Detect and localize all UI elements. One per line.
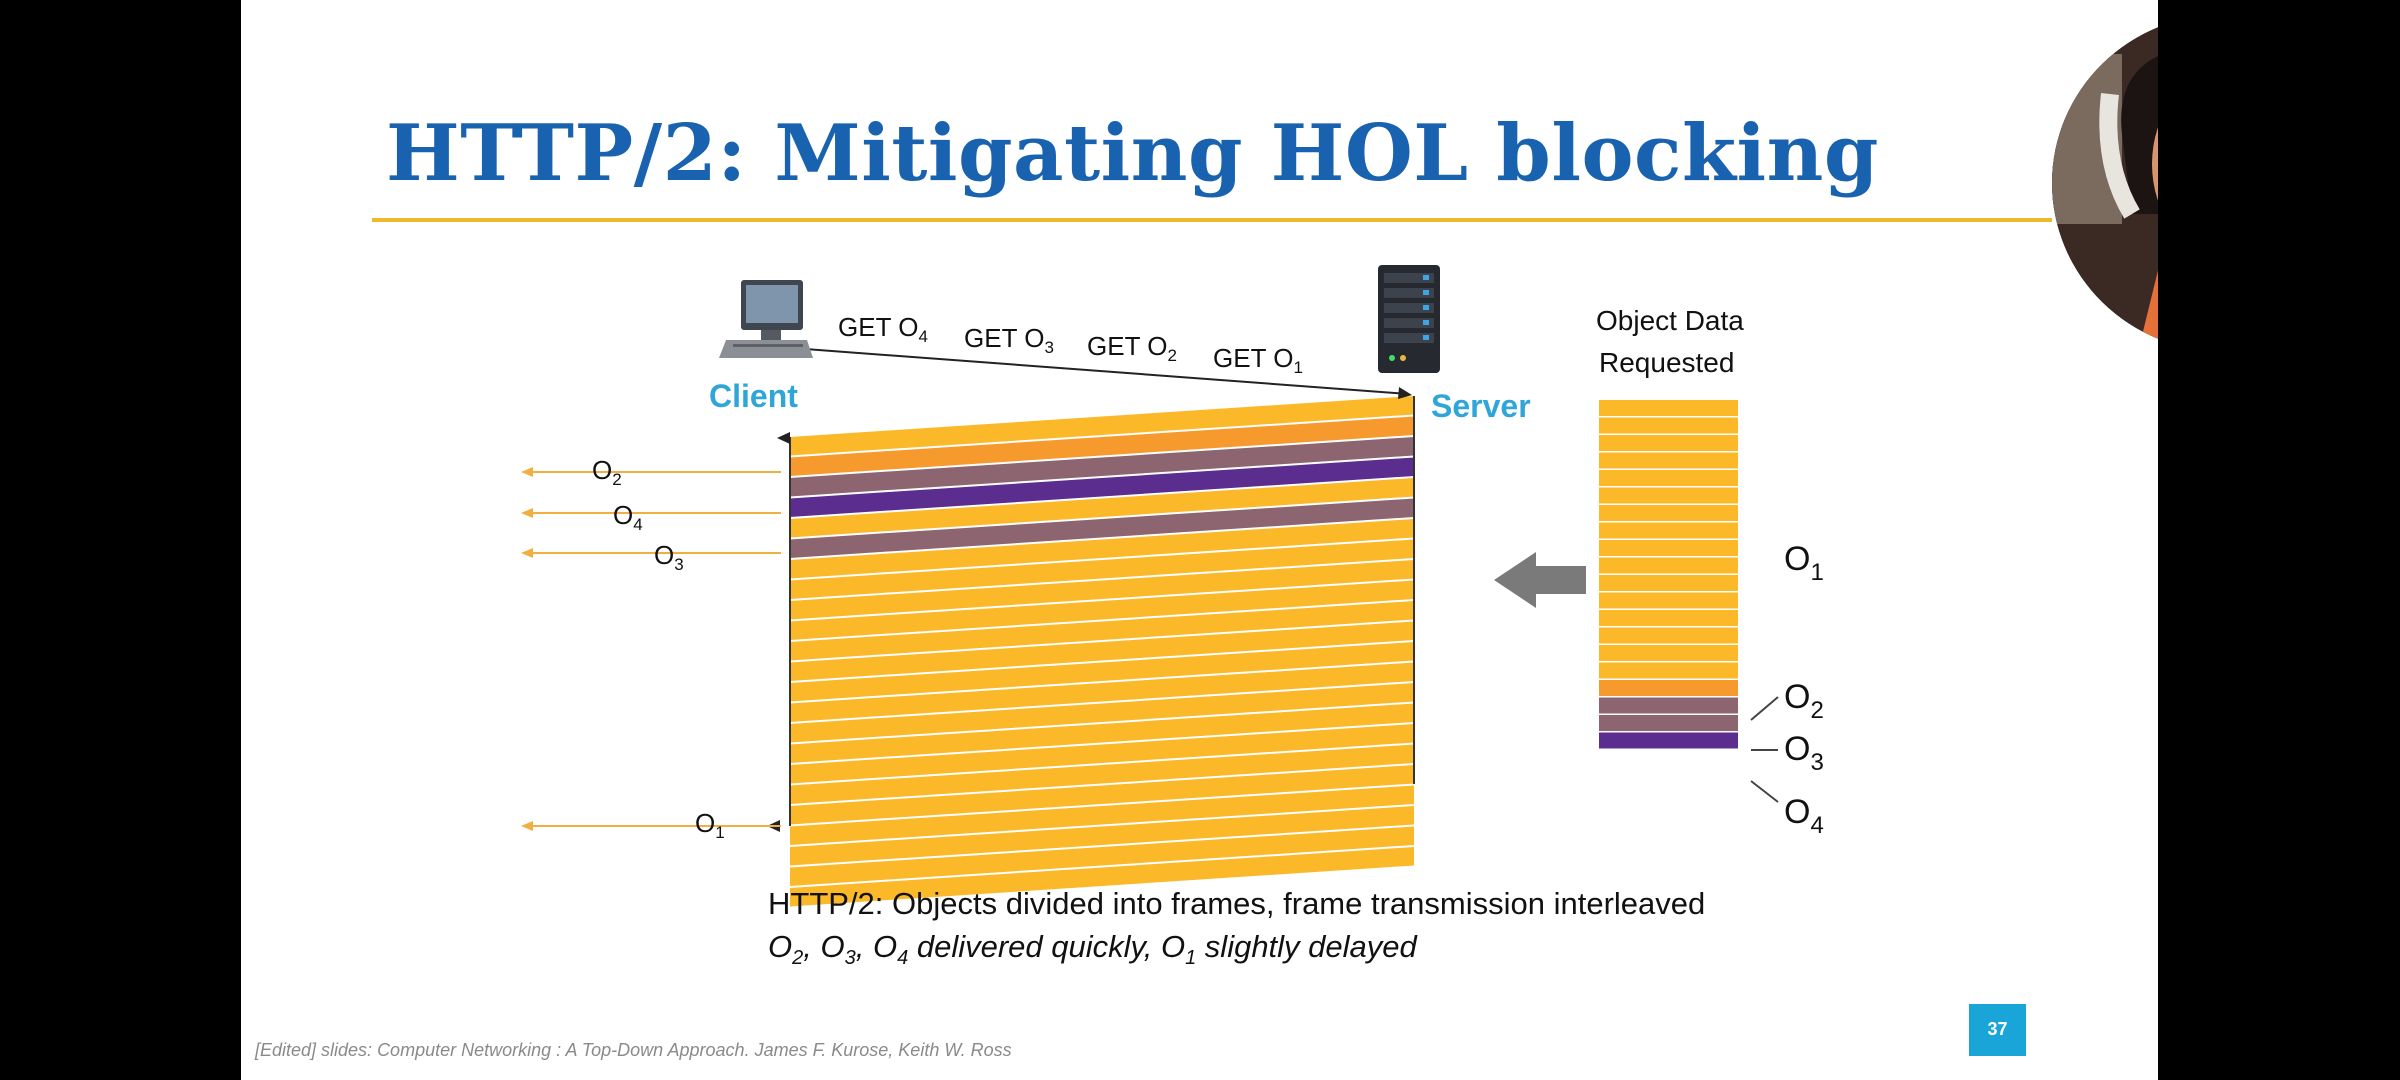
object-frame xyxy=(1599,627,1738,644)
object-frame xyxy=(1599,522,1738,539)
presenter-webcam xyxy=(2052,14,2158,352)
object-leader-line xyxy=(1750,696,1779,721)
object-data-heading: Object Data xyxy=(1596,305,1744,336)
presenter-portrait xyxy=(2052,14,2158,352)
frame-stripe xyxy=(790,806,1414,866)
object-frame xyxy=(1599,452,1738,469)
delivered-label: O2 xyxy=(592,455,622,489)
object-frame xyxy=(1599,732,1738,749)
object-frame xyxy=(1599,487,1738,504)
server-tower-icon xyxy=(1378,265,1440,373)
slide-title: HTTP/2: Mitigating HOL blocking xyxy=(386,108,1879,199)
object-frame xyxy=(1599,505,1738,521)
object-frame xyxy=(1599,575,1738,591)
object-frame xyxy=(1599,680,1738,696)
delivery-arrowhead xyxy=(521,467,533,477)
left-arrow-icon xyxy=(1494,552,1586,608)
frame-stripe xyxy=(790,539,1414,599)
object-frame xyxy=(1599,540,1738,556)
frame-stripe xyxy=(790,396,1414,456)
object-frame xyxy=(1599,417,1738,434)
delivery-arrowhead xyxy=(521,548,533,558)
object-label: O3 xyxy=(1784,730,1824,776)
slide: HTTP/2: Mitigating HOL blocking Client S… xyxy=(241,0,2158,1080)
frame-stripe xyxy=(790,744,1414,804)
object-frame xyxy=(1599,697,1738,714)
delivery-arrowhead xyxy=(521,508,533,518)
frame-stripe xyxy=(790,765,1414,825)
request-line xyxy=(791,347,1409,395)
frame-stripe xyxy=(790,785,1414,845)
object-label: O4 xyxy=(1784,793,1824,839)
object-label: O2 xyxy=(1784,678,1824,724)
server-label: Server xyxy=(1431,388,1531,424)
request-arrowhead xyxy=(1398,387,1412,399)
object-leader-line xyxy=(1750,780,1779,803)
frame-stripe xyxy=(790,642,1414,702)
delivered-label: O3 xyxy=(654,540,684,574)
object-frame xyxy=(1599,715,1738,731)
frame-stripe xyxy=(790,560,1414,620)
frame-stripe xyxy=(790,847,1414,907)
object-frame xyxy=(1599,435,1738,451)
delivered-label: O1 xyxy=(695,808,725,842)
request-label: GET O2 xyxy=(1087,331,1177,365)
frame-stripe xyxy=(790,498,1414,558)
page-number-badge: 37 xyxy=(1969,1004,2026,1056)
frame-stripe xyxy=(790,621,1414,681)
frame-stripe xyxy=(790,601,1414,661)
caption-line-2: O2, O3, O4 delivered quickly, O1 slightl… xyxy=(768,929,1417,970)
frame-stripe xyxy=(790,478,1414,538)
hol-diagram xyxy=(521,265,1779,907)
source-credit: [Edited] slides: Computer Networking : A… xyxy=(255,1040,1012,1060)
title-underline xyxy=(372,218,2052,222)
frame-stripe xyxy=(790,457,1414,517)
frame-stripe xyxy=(790,519,1414,579)
client-label: Client xyxy=(709,378,798,414)
object-frame xyxy=(1599,557,1738,574)
frame-stripe xyxy=(790,724,1414,784)
object-frame xyxy=(1599,470,1738,486)
request-label: GET O4 xyxy=(838,312,928,346)
frame-stripe xyxy=(790,826,1414,886)
object-data-heading-line2: Requested xyxy=(1599,347,1735,378)
delivery-arrowhead xyxy=(777,432,790,444)
delivery-arrowhead xyxy=(521,821,533,831)
object-frame xyxy=(1599,645,1738,661)
request-label: GET O3 xyxy=(964,323,1054,357)
frame-stripe xyxy=(790,580,1414,640)
request-label: GET O1 xyxy=(1213,343,1303,377)
frame-stripe xyxy=(790,416,1414,476)
client-computer-icon xyxy=(719,280,813,358)
object-frame xyxy=(1599,610,1738,626)
frame-stripe xyxy=(790,703,1414,763)
object-frame xyxy=(1599,400,1738,416)
caption-line-1: HTTP/2: Objects divided into frames, fra… xyxy=(768,886,1706,921)
frame-stripe xyxy=(790,683,1414,743)
frame-stripe xyxy=(790,437,1414,497)
object-frame xyxy=(1599,662,1738,679)
object-frame xyxy=(1599,592,1738,609)
delivered-label: O4 xyxy=(613,500,643,534)
object-label: O1 xyxy=(1784,540,1824,586)
frame-stripe xyxy=(790,662,1414,722)
